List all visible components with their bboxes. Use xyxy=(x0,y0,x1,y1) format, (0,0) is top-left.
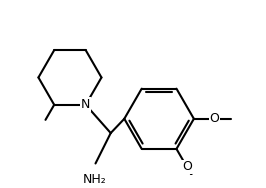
Text: NH₂: NH₂ xyxy=(82,173,106,186)
Text: N: N xyxy=(81,98,90,111)
Text: O: O xyxy=(182,160,192,173)
Text: O: O xyxy=(210,112,219,125)
